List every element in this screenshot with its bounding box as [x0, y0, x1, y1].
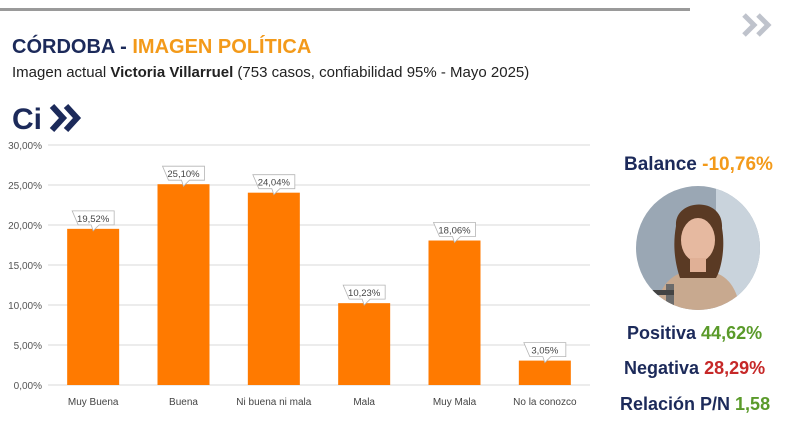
positiva-stat: Positiva 44,62%: [627, 323, 762, 344]
balance-value: -10,76%: [702, 154, 773, 175]
page-subtitle: Imagen actual Victoria Villarruel (753 c…: [12, 64, 529, 81]
x-tick-label: Muy Mala: [433, 397, 477, 408]
y-tick-label: 25,00%: [8, 181, 42, 192]
negativa-label: Negativa: [624, 358, 700, 378]
positiva-label: Positiva: [627, 323, 697, 343]
x-tick-label: Buena: [169, 397, 198, 408]
relacion-value: 1,58: [735, 394, 771, 414]
data-label-box: [161, 165, 205, 187]
balance-stat: Balance -10,76%: [624, 154, 773, 176]
data-label-box: [342, 284, 386, 306]
bar-chart: 0,00% 5,00% 10,00% 15,00% 20,00% 25,00% 30,00%…: [8, 141, 590, 408]
balance-label: Balance: [624, 154, 697, 175]
y-tick-label: 15,00%: [8, 261, 42, 272]
data-label-box: [71, 210, 115, 232]
x-tick-label: Mala: [353, 397, 375, 408]
y-tick-label: 10,00%: [8, 301, 42, 312]
positiva-value: 44,62%: [701, 323, 763, 343]
subtitle-prefix: Imagen actual: [12, 64, 111, 81]
bar: [518, 360, 571, 385]
data-label-box: [432, 222, 476, 244]
page-title: CÓRDOBA - IMAGEN POLÍTICA: [12, 36, 311, 59]
negativa-stat: Negativa 28,29%: [624, 358, 765, 379]
relacion-label: Relación P/N: [620, 394, 731, 414]
data-label: 24,04%: [258, 178, 291, 189]
subtitle-name: Victoria Villarruel: [110, 64, 234, 81]
person-photo: [636, 186, 760, 310]
y-tick-label: 30,00%: [8, 141, 42, 152]
x-tick-label: Muy Buena: [68, 397, 119, 408]
y-tick-label: 0,00%: [14, 381, 42, 392]
title-accent: IMAGEN POLÍTICA: [132, 36, 312, 58]
bar: [247, 192, 300, 385]
chevron-right-icon[interactable]: [740, 12, 780, 38]
subtitle-suffix: (753 casos, confiabilidad 95% - Mayo 202…: [233, 64, 530, 81]
title-main: CÓRDOBA -: [12, 36, 133, 58]
x-tick-label: Ni buena ni mala: [236, 397, 311, 408]
x-tick-label: No la conozco: [513, 397, 577, 408]
data-label-box: [252, 174, 296, 196]
logo-text: Ci: [12, 103, 42, 136]
data-label: 18,06%: [438, 226, 471, 237]
y-tick-label: 20,00%: [8, 221, 42, 232]
bar: [428, 240, 481, 385]
ci-logo: Ci: [12, 103, 82, 136]
bar: [157, 184, 210, 385]
data-label-box: [523, 342, 567, 364]
bar: [67, 228, 120, 385]
data-label: 10,23%: [348, 288, 381, 299]
top-divider: [0, 8, 690, 11]
data-label: 19,52%: [77, 214, 110, 225]
relacion-stat: Relación P/N 1,58: [620, 394, 770, 415]
data-label: 3,05%: [531, 346, 558, 357]
y-tick-label: 5,00%: [14, 341, 42, 352]
data-label: 25,10%: [167, 169, 200, 180]
negativa-value: 28,29%: [704, 358, 766, 378]
bar: [338, 303, 391, 385]
